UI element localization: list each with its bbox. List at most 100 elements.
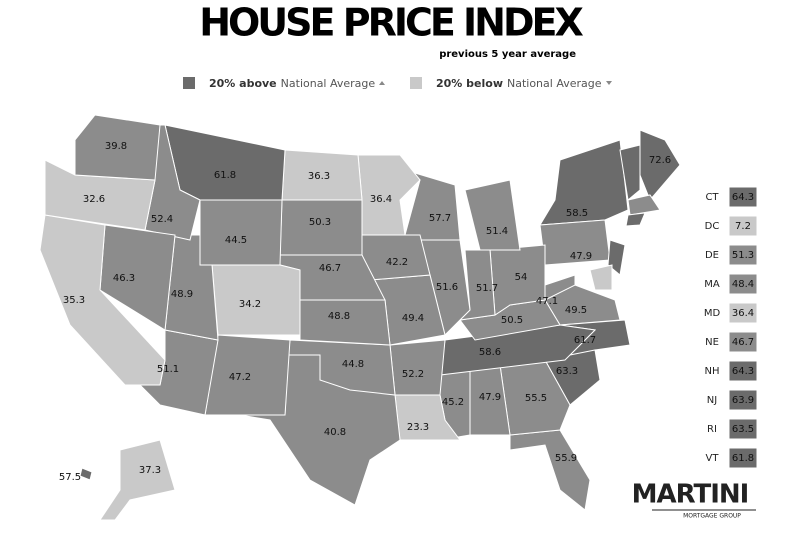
state-name: NJ: [707, 395, 717, 406]
state-value: 61.7: [574, 335, 596, 346]
state-box: [728, 331, 758, 353]
state-value: 37.3: [139, 465, 161, 476]
state: [287, 339, 396, 396]
state-box-value: 46.7: [732, 337, 754, 348]
subtitle: previous 5 year average: [439, 49, 576, 60]
state-box-value: 51.3: [732, 250, 754, 261]
state-box-value: 61.8: [732, 453, 754, 464]
state-box: [728, 244, 758, 266]
state-value: 49.4: [402, 313, 424, 324]
state-value: 44.5: [225, 235, 247, 246]
state-box: [728, 273, 758, 295]
state-box-value: 64.3: [732, 192, 754, 203]
small-states: CT 64.3 DC 7.2 DE 51.3 MA 48.4 MD 36.4 NE 46.7 NH 64.…: [704, 186, 758, 469]
legend: 20% above National Average 20% below Nation…: [183, 77, 612, 90]
state-value: 57.5: [59, 472, 81, 483]
legend-bold: 20% below: [436, 77, 503, 90]
legend-text: National Average: [507, 77, 602, 90]
ma-shape: [627, 194, 661, 216]
state-box: [728, 360, 758, 382]
state-value: 36.4: [370, 194, 392, 205]
state-value: 63.3: [556, 366, 578, 377]
state-box: [728, 215, 758, 237]
state-value: 51.7: [476, 283, 498, 294]
state-name: RI: [707, 424, 717, 435]
state: [389, 339, 446, 396]
state-box: [728, 302, 758, 324]
state-value: 42.2: [386, 257, 408, 268]
legend-arrow: [379, 81, 385, 85]
state: [44, 159, 156, 231]
state-value: 50.3: [309, 217, 331, 228]
map: 39.8 32.6 35.3 46.3 52.4 61.8 44.5 48.9 51.1 34.2…: [39, 114, 681, 521]
state-value: 48.8: [328, 311, 350, 322]
legend-label: 20% below National Average: [436, 77, 602, 90]
state-name: DC: [705, 221, 720, 232]
title: HOUSE PRICE INDEX: [199, 1, 583, 45]
state-value: 51.4: [486, 226, 508, 237]
logo-name: MARTINI: [632, 480, 749, 510]
logo: MARTINI MORTGAGE GROUP: [632, 480, 756, 520]
state-value: 48.9: [171, 289, 193, 300]
state-name: MD: [704, 308, 721, 319]
state-name: MA: [704, 279, 720, 290]
legend-swatch: [410, 77, 422, 89]
state-box-value: 63.5: [732, 424, 754, 435]
state-value: 39.8: [105, 141, 127, 152]
state-value: 49.5: [565, 305, 587, 316]
state-value: 72.6: [649, 155, 671, 166]
state-value: 47.1: [536, 296, 558, 307]
state-name: DE: [705, 250, 719, 261]
state-name: NH: [705, 366, 720, 377]
state-box-value: 48.4: [732, 279, 754, 290]
state: [39, 214, 166, 386]
state-value: 47.9: [479, 392, 501, 403]
md-de-shape: [589, 264, 613, 291]
vt-nh-shape: [619, 144, 641, 201]
state-box: [728, 186, 758, 208]
legend-text: National Average: [281, 77, 376, 90]
state-value: 51.6: [436, 282, 458, 293]
state: [164, 124, 286, 201]
state-value: 51.1: [157, 364, 179, 375]
state-value: 34.2: [239, 299, 261, 310]
state-box-value: 64.3: [732, 366, 754, 377]
state-value: 23.3: [407, 422, 429, 433]
state-name: VT: [706, 453, 720, 464]
state-value: 58.5: [566, 208, 588, 219]
state-name: CT: [705, 192, 719, 203]
legend-bold: 20% above: [209, 77, 277, 90]
state: [74, 114, 161, 181]
state-value: 45.2: [442, 397, 464, 408]
state-box: [728, 418, 758, 440]
state: [99, 439, 176, 521]
state-value: 32.6: [83, 194, 105, 205]
state-value: 58.6: [479, 347, 501, 358]
state-value: 52.4: [151, 214, 173, 225]
state-value: 46.7: [319, 263, 341, 274]
legend-arrow: [606, 81, 612, 85]
state: [464, 179, 521, 251]
legend-swatch: [183, 77, 195, 89]
ct-ri-shape: [625, 212, 646, 227]
state-value: 44.8: [342, 359, 364, 370]
state-value: 40.8: [324, 427, 346, 438]
state-box: [728, 447, 758, 469]
state: [79, 467, 93, 481]
legend-label: 20% above National Average: [209, 77, 375, 90]
state-box-value: 36.4: [732, 308, 754, 319]
state-value: 50.5: [501, 315, 523, 326]
state-value: 52.2: [402, 369, 424, 380]
state-name: NE: [705, 337, 719, 348]
state-value: 61.8: [214, 170, 236, 181]
state: [509, 429, 591, 511]
state-value: 36.3: [308, 171, 330, 182]
state-value: 55.9: [555, 453, 577, 464]
state-value: 54: [515, 272, 528, 283]
state-value: 47.9: [570, 251, 592, 262]
state-box-value: 63.9: [732, 395, 754, 406]
state-box: [728, 389, 758, 411]
state: [199, 199, 283, 266]
state-value: 55.5: [525, 393, 547, 404]
